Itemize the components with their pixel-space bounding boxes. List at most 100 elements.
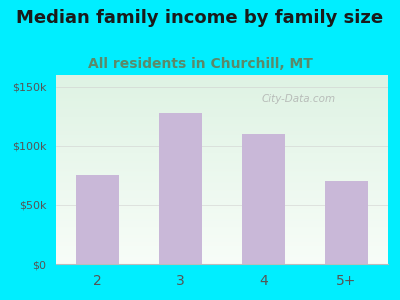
Bar [56,98,388,99]
Bar [56,111,388,112]
Bar [56,80,388,81]
Bar [56,184,388,186]
Bar [56,256,388,257]
Bar [56,102,388,103]
Bar [56,77,388,78]
Bar [56,156,388,157]
Bar [56,169,388,170]
Bar [56,79,388,80]
Bar [56,124,388,125]
Text: All residents in Churchill, MT: All residents in Churchill, MT [88,57,312,71]
Bar [56,216,388,217]
Bar [56,193,388,194]
Bar [56,108,388,109]
Bar [56,249,388,250]
Bar [56,89,388,90]
Bar [56,146,388,147]
Bar [56,238,388,239]
Bar [56,228,388,229]
Bar [56,261,388,262]
Bar [56,100,388,101]
Bar [56,85,388,86]
Bar [56,82,388,83]
Bar [56,136,388,137]
Bar [56,165,388,166]
Bar [56,197,388,198]
Bar [56,180,388,181]
Bar [56,254,388,256]
Bar [56,159,388,160]
Bar [56,179,388,180]
Bar [56,232,388,233]
Bar [56,138,388,139]
Bar [56,241,388,242]
Bar [56,189,388,190]
Bar [56,211,388,212]
Bar [56,134,388,136]
Bar [56,209,388,210]
Bar [56,112,388,113]
Bar [56,132,388,133]
Bar [56,248,388,249]
Bar [56,83,388,84]
Bar [56,104,388,105]
Bar [56,227,388,228]
Bar [56,140,388,141]
Bar [56,130,388,131]
Bar [56,187,388,188]
Bar [56,121,388,122]
Bar [56,262,388,263]
Bar [56,217,388,218]
Bar [56,97,388,98]
Bar [56,113,388,114]
Bar [56,200,388,201]
Bar [56,225,388,226]
Bar [56,210,388,211]
Bar [56,191,388,192]
Bar [56,88,388,89]
Bar [56,168,388,169]
Bar [56,166,388,167]
Bar [56,117,388,118]
Bar [56,258,388,259]
Bar [56,201,388,202]
Bar [56,103,388,104]
Bar [56,181,388,182]
Bar [56,158,388,159]
Bar [56,114,388,115]
Bar [56,218,388,219]
Bar [56,243,388,244]
Bar [56,122,388,123]
Bar [56,137,388,138]
Bar [56,145,388,146]
Bar [56,153,388,154]
Bar [56,244,388,245]
Bar [56,115,388,116]
Bar [56,106,388,107]
Bar [56,75,388,76]
Bar [56,87,388,88]
Text: City-Data.com: City-Data.com [262,94,336,104]
Bar [56,247,388,248]
Bar [56,92,388,93]
Bar [56,220,388,221]
Bar [56,139,388,140]
Bar [56,93,388,94]
Bar [56,149,388,150]
Bar [56,212,388,213]
Bar [56,202,388,203]
Bar [56,109,388,110]
Bar [56,161,388,162]
Bar [56,178,388,179]
Bar [56,118,388,119]
Bar [242,134,285,264]
Bar [56,182,388,183]
Bar [56,120,388,121]
Bar [56,242,388,243]
Bar [56,231,388,232]
Bar [56,213,388,214]
Bar [56,203,388,205]
Bar [56,141,388,142]
Bar [56,151,388,152]
Bar [56,119,388,120]
